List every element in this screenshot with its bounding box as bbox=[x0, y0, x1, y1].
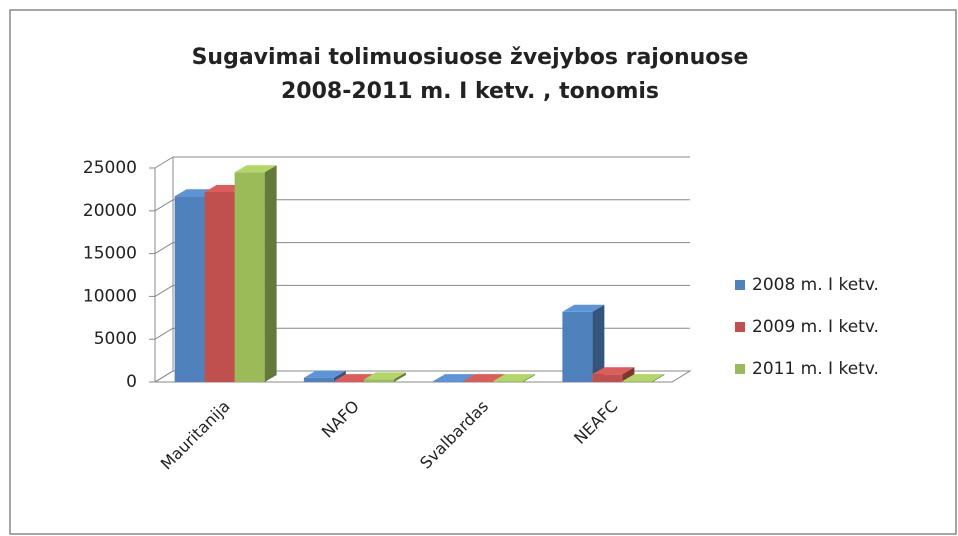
chart-frame bbox=[9, 9, 957, 535]
legend-label: 2008 m. I ketv. bbox=[752, 275, 879, 295]
bar bbox=[303, 370, 346, 382]
bar-top bbox=[622, 374, 665, 382]
bar-side bbox=[652, 374, 665, 382]
bar-top bbox=[592, 367, 635, 375]
y-tick-label: 10000 bbox=[83, 286, 137, 306]
y-tick-label: 15000 bbox=[83, 244, 137, 264]
grid-line bbox=[154, 284, 174, 297]
bar bbox=[234, 165, 277, 382]
bar-top bbox=[562, 304, 605, 312]
y-tick-label: 20000 bbox=[83, 201, 137, 221]
bar-front bbox=[493, 381, 524, 382]
bar-side bbox=[264, 165, 277, 382]
bar-top bbox=[493, 374, 536, 382]
bar-side bbox=[592, 304, 605, 382]
bar bbox=[592, 367, 635, 382]
bar-side bbox=[333, 370, 346, 382]
chart-title: 2008-2011 m. I ketv. , tonomis bbox=[281, 79, 659, 104]
bar-top bbox=[463, 374, 506, 382]
bar-side bbox=[393, 372, 406, 382]
bar-front bbox=[234, 172, 265, 382]
chart-title: Sugavimai tolimuosiuose žvejybos rajonuo… bbox=[192, 45, 749, 70]
legend-swatch bbox=[735, 364, 745, 374]
grid-line bbox=[154, 327, 174, 340]
bar-front bbox=[333, 381, 364, 382]
bar bbox=[363, 372, 406, 382]
bar-front bbox=[363, 379, 394, 382]
bar-front bbox=[174, 196, 205, 382]
bar bbox=[493, 374, 536, 382]
y-tick-label: 25000 bbox=[83, 158, 137, 178]
legend-swatch bbox=[735, 280, 745, 290]
bar-top bbox=[433, 374, 476, 382]
bar bbox=[622, 374, 665, 382]
bar-front bbox=[303, 377, 334, 382]
bar-side bbox=[622, 367, 635, 382]
y-tick-label: 0 bbox=[126, 372, 137, 392]
grid-line bbox=[154, 156, 174, 169]
bar-front bbox=[433, 381, 464, 382]
legend-swatch bbox=[735, 322, 745, 332]
bar bbox=[562, 304, 605, 382]
bar-top bbox=[363, 372, 406, 380]
bar-front bbox=[592, 374, 623, 382]
legend-label: 2011 m. I ketv. bbox=[752, 359, 879, 379]
legend-label: 2009 m. I ketv. bbox=[752, 317, 879, 337]
bar-front bbox=[622, 381, 653, 382]
bar-side bbox=[523, 374, 536, 382]
bar-top bbox=[234, 165, 277, 173]
bar-front bbox=[463, 381, 494, 382]
grid-line bbox=[154, 199, 174, 212]
grid-line bbox=[154, 370, 174, 383]
bar-top bbox=[303, 370, 346, 378]
y-tick-label: 5000 bbox=[94, 329, 137, 349]
bar-front bbox=[204, 191, 235, 382]
grid-line bbox=[154, 242, 174, 255]
bar-front bbox=[562, 311, 593, 382]
